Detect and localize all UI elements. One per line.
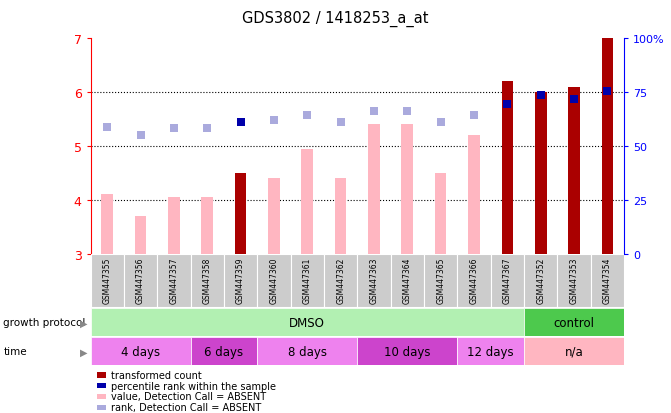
Text: value, Detection Call = ABSENT: value, Detection Call = ABSENT [111, 392, 266, 401]
Bar [301, 149, 313, 254]
Bar [191, 254, 224, 308]
Bar [601, 39, 613, 254]
Bar [458, 337, 524, 366]
Bar [291, 254, 324, 308]
Bar [401, 125, 413, 254]
Bar [257, 254, 291, 308]
Bar [124, 254, 157, 308]
Bar [135, 216, 146, 254]
Bar [391, 254, 424, 308]
Bar [91, 337, 191, 366]
Bar [324, 254, 357, 308]
Bar [268, 179, 280, 254]
Point [136, 133, 146, 139]
Text: rank, Detection Call = ABSENT: rank, Detection Call = ABSENT [111, 402, 262, 412]
Point [568, 96, 579, 103]
Bar [491, 254, 524, 308]
Text: GSM447355: GSM447355 [103, 256, 112, 303]
Bar [91, 309, 524, 337]
Text: 6 days: 6 days [205, 345, 244, 358]
Bar [558, 254, 590, 308]
Text: GSM447365: GSM447365 [436, 256, 445, 303]
Text: control: control [554, 316, 595, 329]
Bar [524, 337, 624, 366]
Text: GSM447359: GSM447359 [236, 256, 245, 303]
Bar [235, 173, 246, 254]
Text: growth protocol: growth protocol [3, 318, 86, 328]
Bar [501, 82, 513, 254]
Bar [168, 198, 180, 254]
Point [368, 108, 379, 115]
Point [336, 119, 346, 126]
Bar [524, 309, 624, 337]
Point [402, 108, 413, 115]
Bar [224, 254, 257, 308]
Text: 8 days: 8 days [288, 345, 327, 358]
Point [602, 88, 613, 95]
Bar [101, 195, 113, 254]
Point [468, 113, 479, 119]
Text: GSM447356: GSM447356 [136, 256, 145, 303]
Bar [435, 173, 446, 254]
Point [535, 92, 546, 99]
Bar [358, 254, 391, 308]
Text: DMSO: DMSO [289, 316, 325, 329]
Bar [257, 337, 357, 366]
Bar [590, 254, 624, 308]
Text: GSM447352: GSM447352 [536, 256, 545, 303]
Text: GSM447360: GSM447360 [270, 256, 278, 303]
Text: n/a: n/a [564, 345, 583, 358]
Bar [191, 337, 257, 366]
Text: GSM447358: GSM447358 [203, 256, 212, 303]
Bar [468, 136, 480, 254]
Point [236, 119, 246, 126]
Bar [535, 93, 546, 254]
Point [102, 125, 113, 131]
Text: GSM447366: GSM447366 [470, 256, 478, 303]
Text: percentile rank within the sample: percentile rank within the sample [111, 381, 276, 391]
Bar [91, 254, 124, 308]
Text: ▶: ▶ [80, 347, 87, 356]
Bar [358, 337, 458, 366]
Text: 12 days: 12 days [468, 345, 514, 358]
Text: GDS3802 / 1418253_a_at: GDS3802 / 1418253_a_at [242, 10, 429, 26]
Text: ▶: ▶ [80, 318, 87, 328]
Point [502, 102, 513, 108]
Bar [201, 198, 213, 254]
Point [168, 126, 179, 132]
Text: 4 days: 4 days [121, 345, 160, 358]
Bar [568, 88, 580, 254]
Text: time: time [3, 347, 27, 356]
Text: GSM447353: GSM447353 [570, 256, 578, 303]
Text: 10 days: 10 days [384, 345, 431, 358]
Text: transformed count: transformed count [111, 370, 202, 380]
Point [435, 119, 446, 126]
Point [202, 126, 213, 132]
Text: GSM447354: GSM447354 [603, 256, 612, 303]
Text: GSM447357: GSM447357 [170, 256, 178, 303]
Point [268, 118, 279, 124]
Point [302, 113, 313, 119]
Bar [335, 179, 346, 254]
Bar [368, 125, 380, 254]
Bar [424, 254, 458, 308]
Text: GSM447362: GSM447362 [336, 256, 345, 303]
Bar [524, 254, 558, 308]
Bar [157, 254, 191, 308]
Text: GSM447361: GSM447361 [303, 256, 312, 303]
Text: GSM447364: GSM447364 [403, 256, 412, 303]
Bar [458, 254, 491, 308]
Text: GSM447367: GSM447367 [503, 256, 512, 303]
Text: GSM447363: GSM447363 [370, 256, 378, 303]
